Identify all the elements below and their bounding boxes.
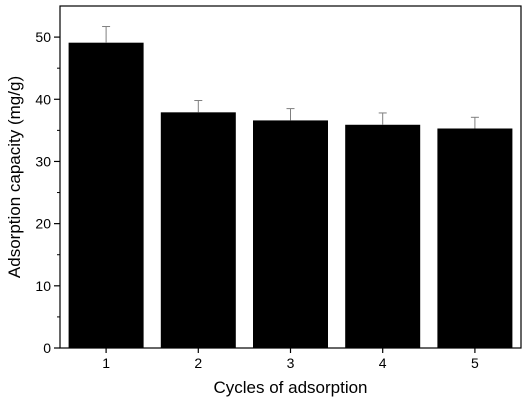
x-axis-ticks: 1 2 3 4 5 [102, 348, 479, 371]
bar-4 [345, 124, 421, 348]
x-tick-label: 3 [287, 355, 295, 371]
y-tick-label: 20 [35, 216, 51, 232]
y-tick-label: 50 [35, 29, 51, 45]
error-bar-5 [470, 116, 479, 129]
y-tick-label: 0 [43, 340, 51, 356]
bars-group [68, 42, 513, 349]
x-tick-label: 5 [471, 355, 479, 371]
bar-3 [253, 120, 328, 348]
y-axis-label: Adsorption capacity (mg/g) [5, 76, 24, 278]
bar-1 [68, 42, 144, 349]
error-bar-2 [194, 100, 203, 113]
y-tick-label: 30 [35, 153, 51, 169]
bar-5 [437, 128, 513, 348]
x-axis-label: Cycles of adsorption [213, 378, 367, 397]
x-tick-label: 4 [379, 355, 387, 371]
error-bar-3 [286, 108, 295, 121]
x-tick-label: 2 [194, 355, 202, 371]
y-axis-ticks: 0 10 20 30 40 50 [35, 29, 60, 356]
y-tick-label: 10 [35, 278, 51, 294]
error-bar-4 [378, 112, 387, 125]
error-bar-1 [102, 26, 111, 43]
x-tick-label: 1 [102, 355, 110, 371]
error-bars-group [102, 26, 479, 129]
y-tick-label: 40 [35, 91, 51, 107]
bar-2 [160, 112, 236, 349]
